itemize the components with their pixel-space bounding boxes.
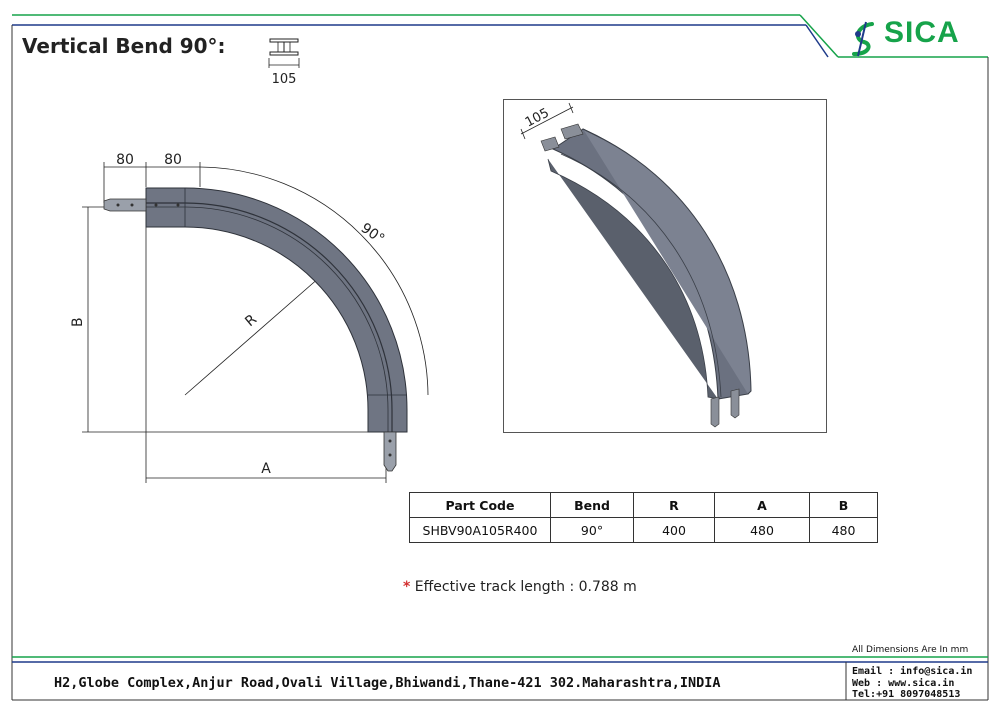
dim-right-top-label: 80 <box>164 152 182 168</box>
note-text: Effective track length : 0.788 m <box>414 579 637 595</box>
cell-b: 480 <box>809 517 878 543</box>
all-dimensions-note: All Dimensions Are In mm <box>852 645 969 655</box>
dim-left-top-label: 80 <box>116 152 134 168</box>
cell-part-code: SHBV90A105R400 <box>409 517 551 543</box>
effective-length-note: * Effective track length : 0.788 m <box>403 579 637 595</box>
contact-block: Email : info@sica.in Web : www.sica.in T… <box>852 666 972 701</box>
cell-r: 400 <box>633 517 715 543</box>
radius-label: R <box>242 311 260 330</box>
spec-table-header-row: Part Code Bend R A B <box>409 492 878 518</box>
contact-email: Email : info@sica.in <box>852 666 973 677</box>
col-bend: Bend <box>550 492 634 518</box>
width-label: A <box>261 461 271 477</box>
page-title: Vertical Bend 90°: <box>22 34 226 58</box>
spec-table: Part Code Bend R A B SHBV90A105R400 90° … <box>409 492 878 543</box>
cell-bend: 90° <box>550 517 634 543</box>
col-part-code: Part Code <box>409 492 551 518</box>
iso-width-label: 105 <box>523 106 552 131</box>
isometric-view-frame <box>503 99 827 433</box>
company-address: H2,Globe Complex,Anjur Road,Ovali Villag… <box>54 675 721 691</box>
height-label: B <box>70 317 86 327</box>
col-r: R <box>633 492 715 518</box>
contact-web: Web : www.sica.in <box>852 677 955 689</box>
table-row: SHBV90A105R400 90° 400 480 480 <box>409 517 878 543</box>
note-star: * <box>403 579 411 595</box>
col-a: A <box>714 492 810 518</box>
sica-logo-icon <box>852 21 874 57</box>
contact-tel: Tel:+91 8097048513 <box>852 689 961 700</box>
brand-name: SICA <box>884 16 960 49</box>
profile-width-label: 105 <box>272 72 297 87</box>
col-b: B <box>809 492 878 518</box>
angle-label: 90° <box>358 220 388 247</box>
isometric-bend-render: 105 <box>520 102 752 428</box>
profile-section-icon: 105 <box>268 38 300 87</box>
cell-a: 480 <box>714 517 810 543</box>
bend-technical-drawing: 80 80 90° R B A <box>70 152 429 483</box>
